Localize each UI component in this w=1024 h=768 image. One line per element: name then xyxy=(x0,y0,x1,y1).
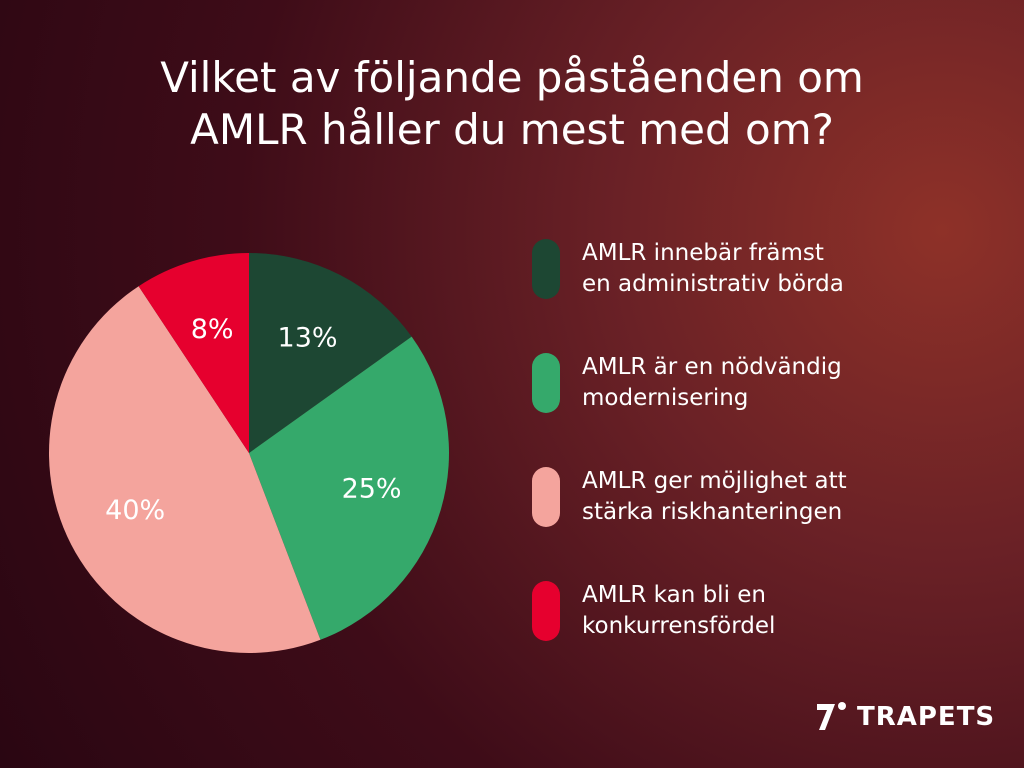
legend-item: AMLR är en nödvändig modernisering xyxy=(532,352,847,414)
pie-slice xyxy=(249,336,449,640)
pie-slice xyxy=(49,286,321,653)
data-label: 13% xyxy=(278,323,338,354)
data-label: 25% xyxy=(342,473,402,504)
legend-label: AMLR ger möjlighet att stärka riskhanter… xyxy=(582,468,847,525)
legend-swatch xyxy=(532,467,560,527)
legend-swatch xyxy=(532,581,560,641)
logo: TRAPETS xyxy=(815,700,995,734)
pie-slice xyxy=(249,253,412,453)
logo-icon xyxy=(817,702,846,730)
chart-title: Vilket av följande påståenden om AMLR hå… xyxy=(160,53,864,154)
data-label: 40% xyxy=(105,495,165,526)
brand-name: TRAPETS xyxy=(857,702,996,732)
legend-label: AMLR är en nödvändig modernisering xyxy=(582,354,842,411)
legend: AMLR innebär främst en administrativ bör… xyxy=(532,238,847,694)
legend-swatch xyxy=(532,353,560,413)
legend-item: AMLR kan bli en konkurrensfördel xyxy=(532,580,847,642)
pie-slice xyxy=(138,253,249,453)
legend-swatch xyxy=(532,239,560,299)
legend-item: AMLR innebär främst en administrativ bör… xyxy=(532,238,847,300)
data-label: 8% xyxy=(191,314,234,345)
legend-label: AMLR kan bli en konkurrensfördel xyxy=(582,582,776,639)
legend-label: AMLR innebär främst en administrativ bör… xyxy=(582,240,844,297)
legend-item: AMLR ger möjlighet att stärka riskhanter… xyxy=(532,466,847,528)
